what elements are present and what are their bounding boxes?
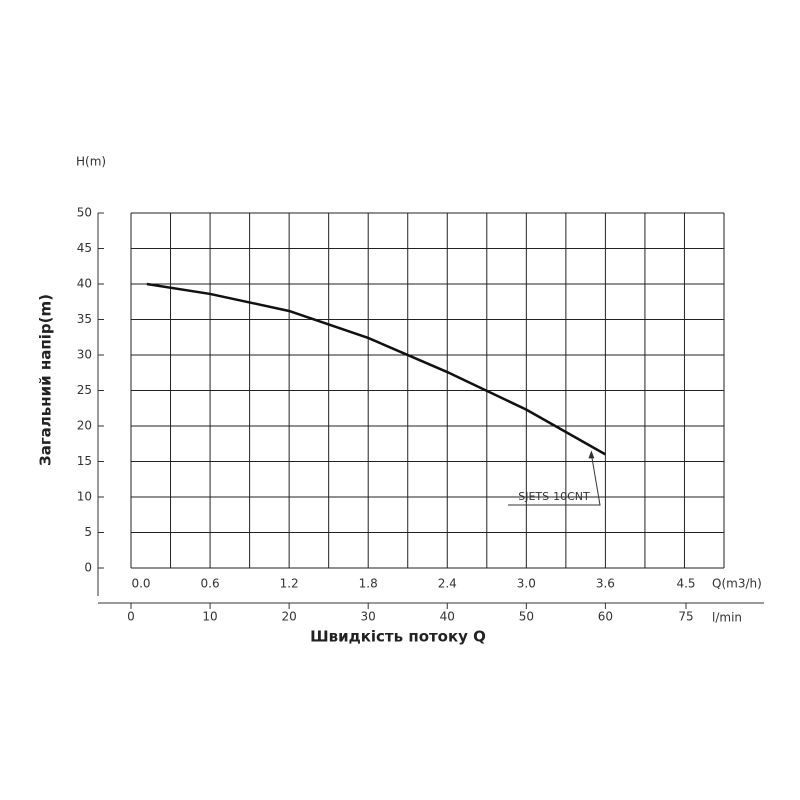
y-tick-label: 20	[77, 419, 92, 433]
x-unit: l/min	[712, 611, 742, 625]
x-tick-label: 30	[361, 610, 376, 624]
y-tick-label: 50	[77, 206, 92, 220]
y-tick-label: 10	[77, 490, 92, 504]
x2-tick-label: 4.5	[676, 577, 695, 591]
x2-tick-label: 0.6	[201, 577, 220, 591]
y-tick-label: 30	[77, 348, 92, 362]
x-tick-label: 20	[281, 610, 296, 624]
arrow-head	[588, 450, 595, 459]
leader-line	[508, 454, 601, 506]
x-tick-label: 40	[440, 610, 455, 624]
y-tick-label: 35	[77, 312, 92, 326]
y-tick-label: 0	[84, 561, 92, 575]
x-tick-label: 75	[678, 610, 693, 624]
x2-tick-label: 2.4	[438, 577, 457, 591]
x2-unit: Q(m3/h)	[712, 577, 762, 591]
series-label: SJETS-10CNT	[518, 490, 590, 503]
y-axis-title: Загальний напір(m)	[37, 294, 55, 466]
x2-tick-label: 1.2	[280, 577, 299, 591]
y-tick-label: 45	[77, 241, 92, 255]
x2-tick-label: 1.8	[359, 577, 378, 591]
x2-tick-label: 3.0	[517, 577, 536, 591]
x-tick-label: 10	[202, 610, 217, 624]
y-unit: H(m)	[76, 155, 106, 169]
y-tick-label: 25	[77, 383, 92, 397]
y-tick-label: 40	[77, 277, 92, 291]
y-tick-label: 15	[77, 454, 92, 468]
x-tick-label: 0	[127, 610, 135, 624]
x-tick-label: 60	[598, 610, 613, 624]
curve	[146, 282, 607, 456]
x-axis-title: Швидкість потоку Q	[310, 628, 486, 646]
x2-tick-label: 0.0	[131, 577, 150, 591]
x-tick-label: 50	[519, 610, 534, 624]
x2-tick-label: 3.6	[596, 577, 615, 591]
y-tick-label: 5	[84, 525, 92, 539]
